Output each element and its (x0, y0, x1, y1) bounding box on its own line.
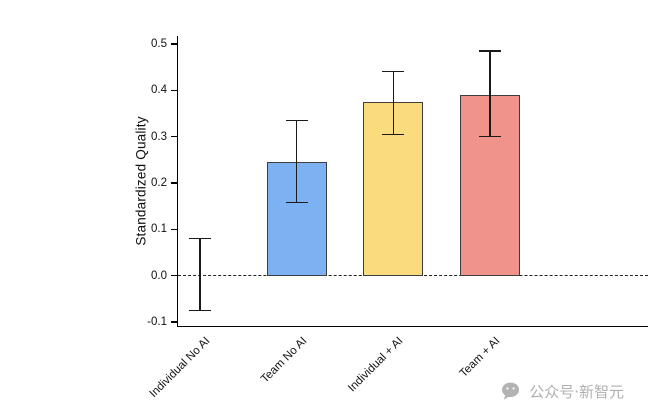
y-axis-line (176, 36, 178, 326)
error-cap-bottom-team-no-ai (285, 201, 308, 204)
y-tick (171, 89, 177, 91)
bar-team-no-ai (266, 162, 327, 276)
y-tick-label: 0.4 (151, 84, 167, 97)
x-category-label-individual-no-ai: Individual No AI (147, 335, 213, 400)
y-tick-label: 0.2 (151, 177, 167, 189)
watermark: 公众号·新智元 (501, 381, 624, 402)
error-bar-team-no-ai (296, 120, 298, 203)
error-bar-team-ai (489, 50, 491, 137)
error-bar-individual-ai (392, 71, 395, 135)
y-tick-label: -0.1 (147, 316, 167, 328)
error-cap-bottom-individual-ai (382, 133, 405, 136)
y-tick-label: 0.1 (151, 223, 167, 236)
x-category-label-team-ai: Team + AI (457, 335, 503, 380)
y-tick-label: 0.3 (151, 130, 167, 143)
x-category-label-team-no-ai: Team No AI (258, 335, 310, 386)
y-tick (171, 275, 177, 277)
x-category-label-individual-ai: Individual + AI (346, 335, 406, 395)
wechat-bubble-icon (501, 382, 522, 401)
error-cap-top-individual-no-ai (189, 237, 211, 240)
watermark-text: 公众号·新智元 (529, 383, 624, 401)
y-tick-label: 0.0 (151, 269, 167, 282)
x-axis-line (176, 326, 648, 328)
y-tick (171, 321, 177, 323)
y-tick (171, 182, 177, 184)
error-cap-bottom-team-ai (479, 135, 502, 138)
y-tick (171, 136, 177, 138)
y-tick (171, 43, 177, 45)
y-tick (171, 228, 177, 230)
error-cap-bottom-individual-no-ai (189, 309, 211, 312)
error-cap-top-individual-ai (382, 71, 405, 73)
y-tick-label: 0.5 (151, 38, 167, 50)
error-cap-top-team-ai (479, 50, 502, 52)
error-cap-top-team-no-ai (285, 119, 308, 122)
bar-team-ai (460, 94, 521, 276)
error-bar-individual-no-ai (199, 238, 201, 311)
